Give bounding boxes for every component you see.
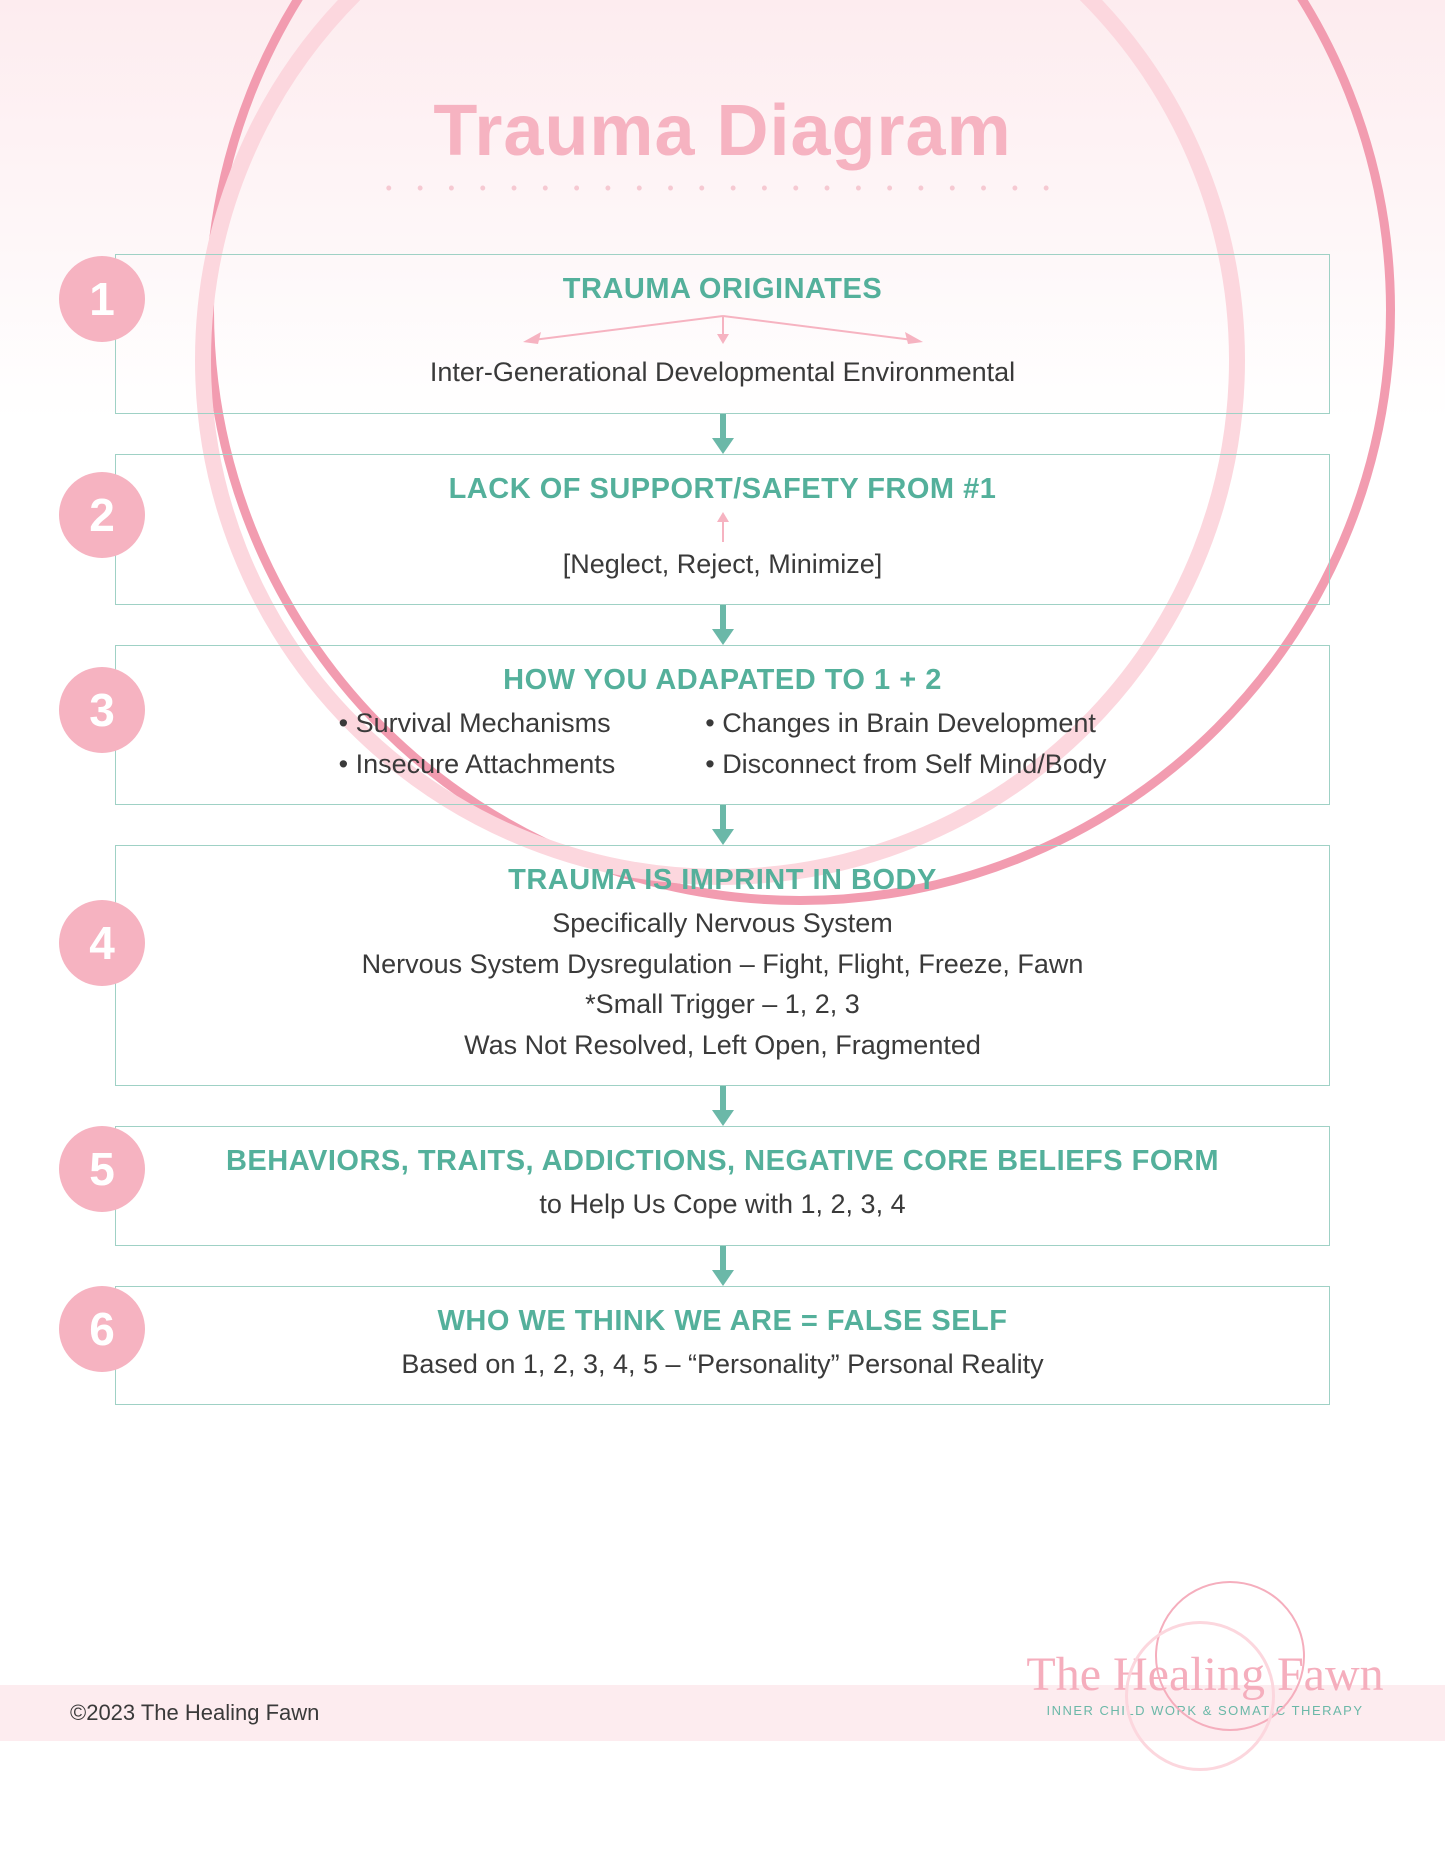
step-number-badge: 5 [59, 1126, 145, 1212]
step-number-badge: 4 [59, 900, 145, 986]
step-box: TRAUMA ORIGINATES Inter-Generational Dev… [115, 254, 1330, 414]
step-title: LACK OF SUPPORT/SAFETY FROM #1 [146, 473, 1299, 506]
step-2: 2LACK OF SUPPORT/SAFETY FROM #1 [Neglect… [115, 454, 1330, 606]
step-box: LACK OF SUPPORT/SAFETY FROM #1 [Neglect,… [115, 454, 1330, 606]
step-title: HOW YOU ADAPATED TO 1 + 2 [146, 664, 1299, 697]
step-number-badge: 2 [59, 472, 145, 558]
down-arrow-icon [115, 605, 1330, 645]
step-body: Specifically Nervous SystemNervous Syste… [146, 903, 1299, 1065]
step-box: BEHAVIORS, TRAITS, ADDICTIONS, NEGATIVE … [115, 1126, 1330, 1246]
step-body: • Survival Mechanisms• Insecure Attachme… [146, 703, 1299, 784]
step-title: BEHAVIORS, TRAITS, ADDICTIONS, NEGATIVE … [146, 1145, 1299, 1178]
step-box: TRAUMA IS IMPRINT IN BODY Specifically Ne… [115, 845, 1330, 1086]
step-1: 1TRAUMA ORIGINATES Inter-Generational De… [115, 254, 1330, 414]
down-arrow-icon [115, 414, 1330, 454]
steps-container: 1TRAUMA ORIGINATES Inter-Generational De… [115, 254, 1330, 1405]
step-4: 4TRAUMA IS IMPRINT IN BODYSpecifically N… [115, 845, 1330, 1086]
brand-logo: The Healing Fawn INNER CHILD WORK & SOMA… [1025, 1591, 1385, 1791]
step-number-badge: 1 [59, 256, 145, 342]
step-box: WHO WE THINK WE ARE = FALSE SELF Based on… [115, 1286, 1330, 1406]
down-arrow-icon [115, 1086, 1330, 1126]
step-number-badge: 3 [59, 667, 145, 753]
step-body: Inter-Generational Developmental Environ… [146, 352, 1299, 393]
step-body: to Help Us Cope with 1, 2, 3, 4 [146, 1184, 1299, 1225]
down-arrow-icon [115, 1246, 1330, 1286]
step-3: 3HOW YOU ADAPATED TO 1 + 2• Survival Mec… [115, 645, 1330, 805]
step-box: HOW YOU ADAPATED TO 1 + 2 • Survival Mech… [115, 645, 1330, 805]
step-number-badge: 6 [59, 1286, 145, 1372]
logo-decorative-circle [1125, 1621, 1275, 1771]
page-title: Trauma Diagram [0, 0, 1445, 172]
up-arrow-icon [146, 512, 1299, 542]
copyright-text: ©2023 The Healing Fawn [70, 1700, 319, 1726]
step-body: [Neglect, Reject, Minimize] [146, 544, 1299, 585]
down-arrow-icon [115, 805, 1330, 845]
step-5: 5BEHAVIORS, TRAITS, ADDICTIONS, NEGATIVE… [115, 1126, 1330, 1246]
spread-arrows-icon [146, 312, 1299, 346]
dot-divider: • • • • • • • • • • • • • • • • • • • • … [0, 178, 1445, 199]
step-body: Based on 1, 2, 3, 4, 5 – “Personality” P… [146, 1344, 1299, 1385]
step-title: TRAUMA ORIGINATES [146, 273, 1299, 306]
step-title: WHO WE THINK WE ARE = FALSE SELF [146, 1305, 1299, 1338]
step-6: 6WHO WE THINK WE ARE = FALSE SELFBased o… [115, 1286, 1330, 1406]
step-title: TRAUMA IS IMPRINT IN BODY [146, 864, 1299, 897]
